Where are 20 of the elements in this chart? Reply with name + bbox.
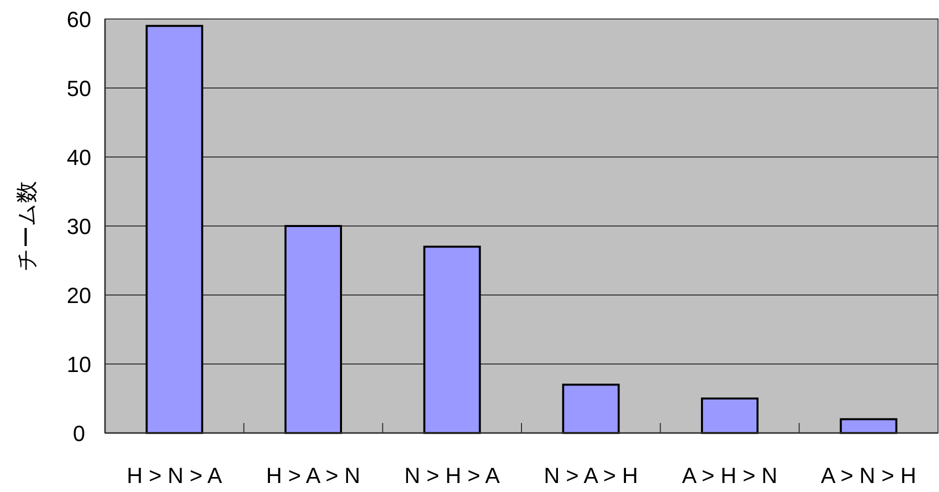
x-tick-label: A > H > N xyxy=(682,463,778,488)
y-tick-label: 30 xyxy=(66,214,92,239)
bar xyxy=(423,246,481,434)
bar xyxy=(146,24,204,434)
bar xyxy=(840,418,898,434)
x-tick-label: A > N > H xyxy=(820,463,916,488)
y-tick-label: 50 xyxy=(66,76,92,101)
y-tick-label: 10 xyxy=(66,352,92,377)
bar xyxy=(562,384,620,434)
x-tick-label: H > A > N xyxy=(266,463,360,488)
y-tick-label: 60 xyxy=(66,7,92,32)
y-tick-label: 40 xyxy=(66,145,92,170)
bar xyxy=(284,225,342,434)
x-tick-label: N > A > H xyxy=(544,463,638,488)
y-tick-label: 0 xyxy=(72,421,86,446)
bar xyxy=(700,398,759,434)
x-tick-label: H > N > A xyxy=(126,463,222,488)
y-axis-title: チーム数 xyxy=(14,181,39,271)
y-tick-label: 20 xyxy=(66,283,92,308)
x-tick-label: N > H > A xyxy=(404,463,500,488)
